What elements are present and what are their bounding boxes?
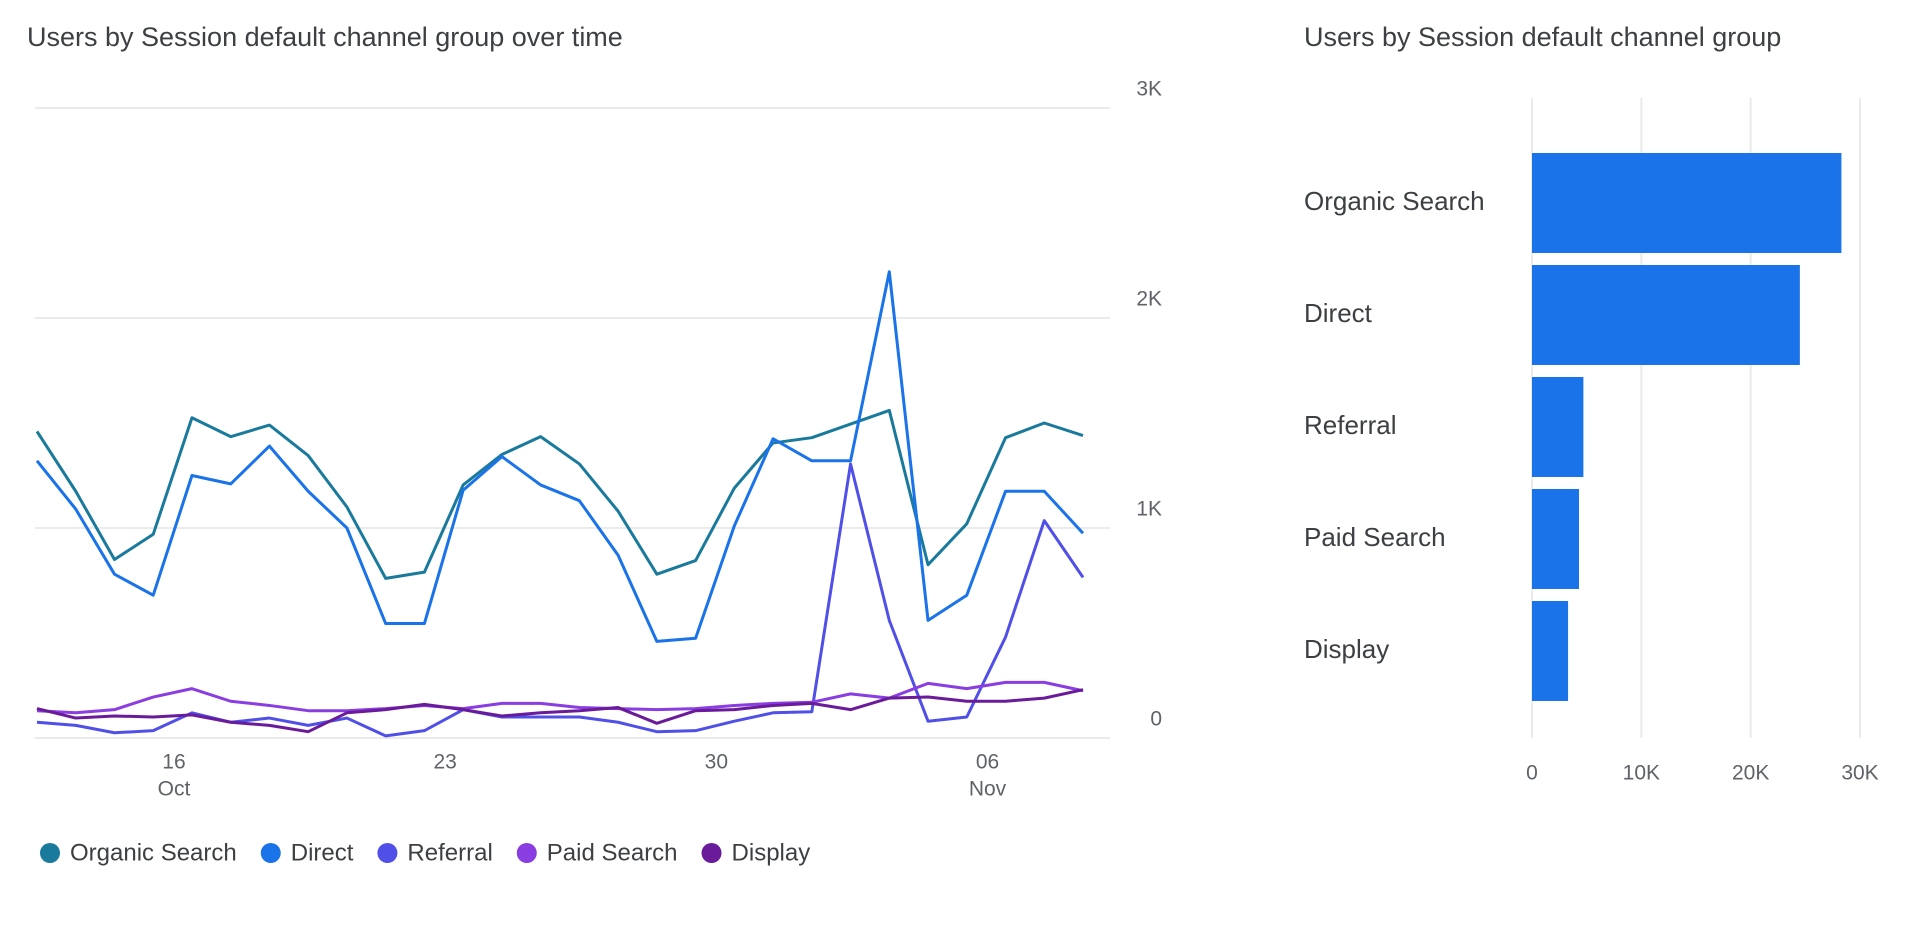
legend-label: Paid Search <box>547 839 678 866</box>
x-tick-label: 20K <box>1732 762 1769 785</box>
x-tick-label: 16 <box>162 751 185 774</box>
legend-swatch <box>701 843 722 863</box>
legend-swatch <box>40 843 60 863</box>
series-line <box>35 270 1085 643</box>
bar <box>1532 265 1800 365</box>
x-tick-label: 30K <box>1841 762 1878 785</box>
category-label: Direct <box>1304 298 1373 328</box>
bar-chart-title: Users by Session default channel group <box>1304 22 1781 52</box>
x-tick-label: 30 <box>705 751 728 774</box>
category-label: Referral <box>1304 410 1396 440</box>
line-chart-title: Users by Session default channel group o… <box>27 22 623 52</box>
legend-label: Referral <box>407 839 492 866</box>
bar <box>1532 377 1584 477</box>
bar <box>1532 601 1569 701</box>
category-label: Organic Search <box>1304 186 1485 216</box>
bar <box>1532 489 1580 589</box>
legend-label: Direct <box>291 839 354 866</box>
series-line <box>36 688 1084 734</box>
x-tick-month: Oct <box>158 778 191 801</box>
x-tick-label: 23 <box>433 751 456 774</box>
y-tick-label: 2K <box>1136 288 1162 311</box>
x-tick-month: Nov <box>969 778 1007 801</box>
category-label: Paid Search <box>1304 522 1446 552</box>
x-tick-label: 06 <box>976 751 999 774</box>
legend-swatch <box>260 843 281 863</box>
y-tick-label: 3K <box>1136 78 1162 101</box>
category-label: Display <box>1304 634 1389 664</box>
series-line <box>35 408 1084 580</box>
y-tick-label: 0 <box>1150 708 1162 731</box>
legend-label: Organic Search <box>70 839 237 866</box>
x-tick-label: 0 <box>1526 762 1538 785</box>
bar <box>1532 153 1842 253</box>
legend-swatch <box>377 843 398 863</box>
y-tick-label: 1K <box>1136 498 1162 521</box>
series-line <box>36 680 1084 715</box>
legend-label: Display <box>732 839 811 866</box>
legend-swatch <box>516 843 537 863</box>
x-tick-label: 10K <box>1623 762 1660 785</box>
